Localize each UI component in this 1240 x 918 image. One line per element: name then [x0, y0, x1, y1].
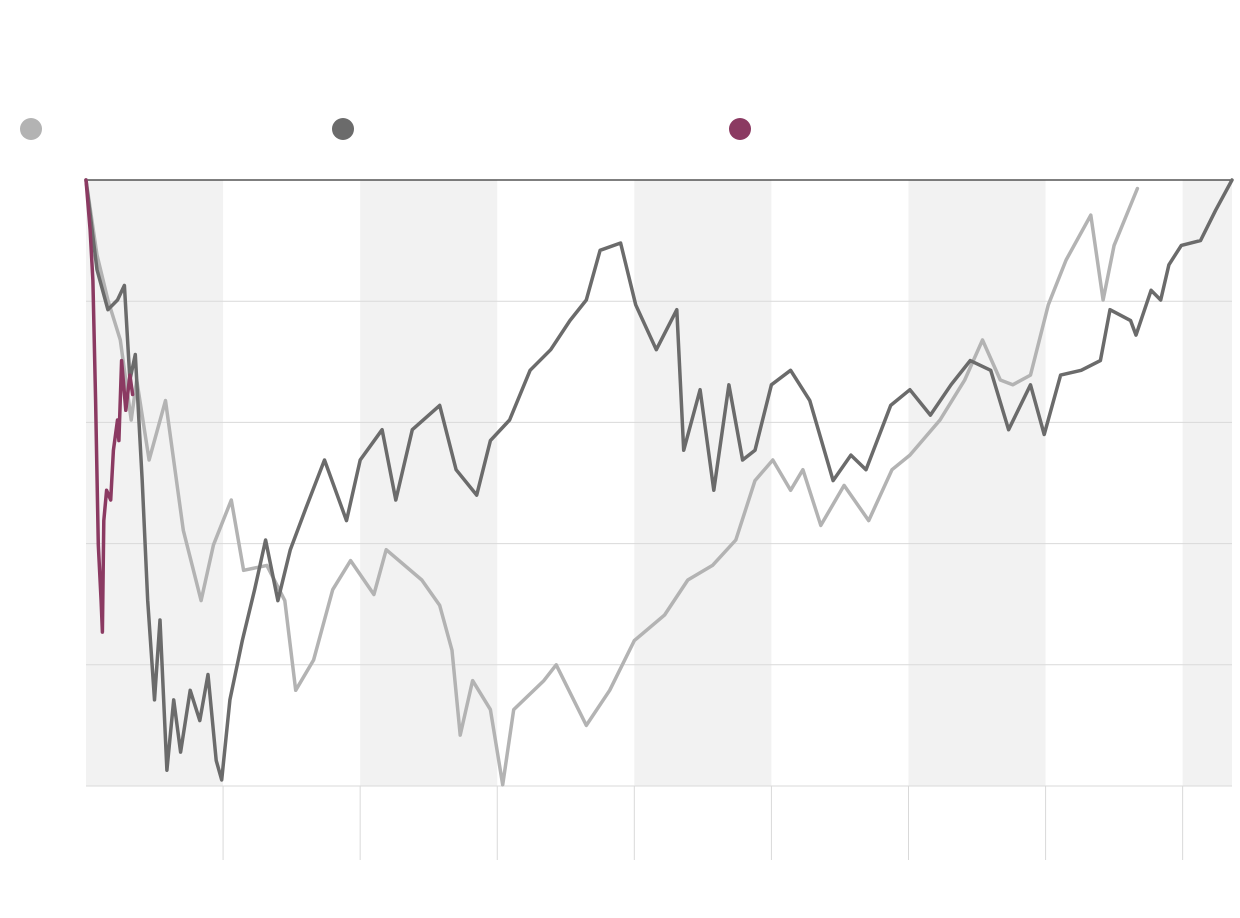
shaded-band: [1182, 180, 1232, 786]
legend-marker: [729, 118, 751, 140]
legend-marker: [332, 118, 354, 140]
shaded-band: [908, 180, 1046, 786]
series-line: [84, 178, 1140, 787]
series-line: [84, 178, 1234, 782]
shaded-band: [634, 180, 772, 786]
shaded-band: [360, 180, 498, 786]
legend-marker: [20, 118, 42, 140]
series-line: [84, 178, 135, 634]
